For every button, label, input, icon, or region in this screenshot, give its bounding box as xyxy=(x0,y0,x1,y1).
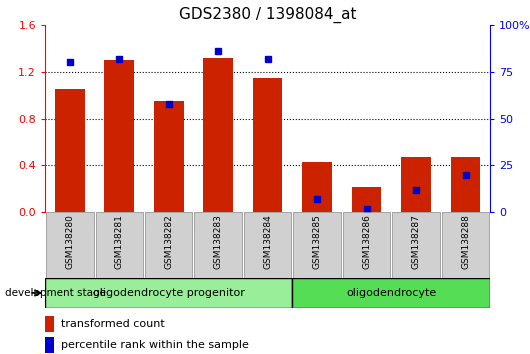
Text: GSM138281: GSM138281 xyxy=(115,215,123,269)
Bar xyxy=(55,89,85,212)
Title: GDS2380 / 1398084_at: GDS2380 / 1398084_at xyxy=(179,7,356,23)
Bar xyxy=(253,78,282,212)
Text: GSM138282: GSM138282 xyxy=(164,215,173,269)
Text: oligodendrocyte: oligodendrocyte xyxy=(346,288,436,298)
Bar xyxy=(401,157,431,212)
Bar xyxy=(154,101,183,212)
Bar xyxy=(302,162,332,212)
FancyBboxPatch shape xyxy=(293,278,490,308)
Text: GSM138287: GSM138287 xyxy=(412,215,420,269)
Bar xyxy=(352,187,382,212)
FancyBboxPatch shape xyxy=(145,212,192,278)
Text: GSM138284: GSM138284 xyxy=(263,215,272,269)
Text: oligodendrocyte progenitor: oligodendrocyte progenitor xyxy=(93,288,245,298)
FancyBboxPatch shape xyxy=(95,212,143,278)
FancyBboxPatch shape xyxy=(46,212,93,278)
Text: GSM138285: GSM138285 xyxy=(313,215,322,269)
Text: percentile rank within the sample: percentile rank within the sample xyxy=(60,340,249,350)
FancyBboxPatch shape xyxy=(195,212,242,278)
Bar xyxy=(104,60,134,212)
Bar xyxy=(45,316,55,332)
Text: GSM138286: GSM138286 xyxy=(362,215,371,269)
Text: GSM138283: GSM138283 xyxy=(214,215,223,269)
FancyBboxPatch shape xyxy=(244,212,292,278)
Text: development stage: development stage xyxy=(5,288,107,298)
FancyBboxPatch shape xyxy=(442,212,489,278)
FancyBboxPatch shape xyxy=(45,278,293,308)
Bar xyxy=(204,58,233,212)
FancyBboxPatch shape xyxy=(343,212,390,278)
Bar xyxy=(45,337,55,353)
Text: transformed count: transformed count xyxy=(60,319,164,330)
FancyBboxPatch shape xyxy=(294,212,341,278)
Text: GSM138280: GSM138280 xyxy=(65,215,74,269)
Bar xyxy=(450,157,480,212)
FancyBboxPatch shape xyxy=(392,212,440,278)
Text: GSM138288: GSM138288 xyxy=(461,215,470,269)
